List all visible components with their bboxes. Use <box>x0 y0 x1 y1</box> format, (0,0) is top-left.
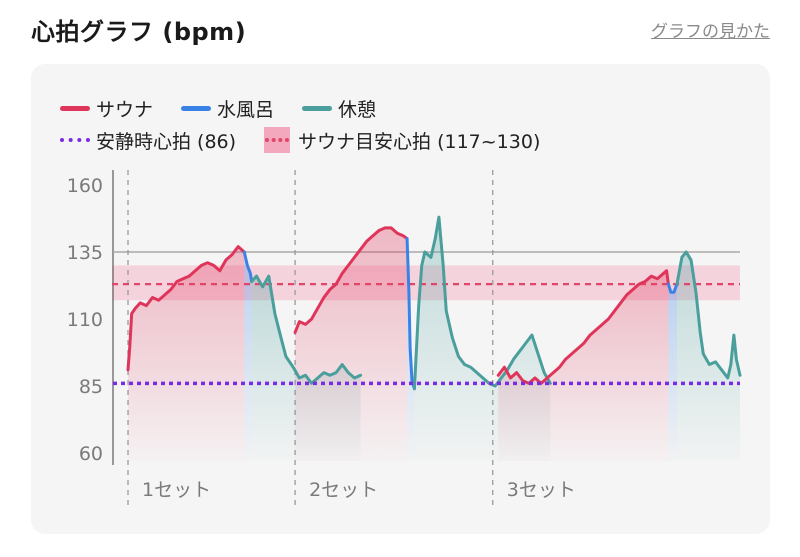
series-line <box>666 282 679 294</box>
resting-hr-swatch <box>60 138 90 142</box>
y-tick-label: 60 <box>79 443 103 465</box>
series-line <box>412 215 552 391</box>
y-tick-label: 135 <box>67 242 103 264</box>
legend-sauna: サウナ <box>60 95 153 122</box>
legend-cold-bath-label: 水風呂 <box>217 98 275 121</box>
cold-bath-swatch <box>181 105 212 111</box>
series-area <box>498 270 669 462</box>
series-line <box>675 250 742 380</box>
series-line <box>242 250 254 283</box>
set-label: 3セット <box>507 479 576 501</box>
set-label: 1セット <box>142 479 211 501</box>
legend-sauna-label: サウナ <box>96 98 154 121</box>
legend-rest: 休憩 <box>302 95 376 122</box>
legend-row-references: 安静時心拍 (86) サウナ目安心拍 (117~130) <box>60 124 760 156</box>
series-area <box>244 252 252 462</box>
legend-rest-label: 休憩 <box>338 98 377 121</box>
y-tick-label: 85 <box>79 376 103 398</box>
series-line <box>250 274 363 385</box>
series-line <box>126 245 246 372</box>
series-area <box>676 252 740 462</box>
legend-cold-bath: 水風呂 <box>181 95 274 122</box>
series-line <box>496 269 670 385</box>
legend-target-hr: サウナ目安心拍 (117~130) <box>264 127 540 154</box>
legend-resting-hr: 安静時心拍 (86) <box>60 127 236 154</box>
target-hr-swatch <box>264 127 291 153</box>
legend-resting-hr-label: 安静時心拍 (86) <box>96 130 237 153</box>
series-area <box>295 227 408 462</box>
series-line <box>293 226 409 334</box>
legend-target-hr-label: サウナ目安心拍 (117~130) <box>298 130 541 153</box>
y-tick-label: 110 <box>67 309 103 331</box>
sauna-swatch <box>60 105 90 111</box>
legend-row-phases: サウナ 水風呂 休憩 <box>60 92 760 124</box>
page-title: 心拍グラフ (bpm) <box>31 18 247 46</box>
y-tick-label: 160 <box>67 175 103 197</box>
rest-swatch <box>302 105 333 111</box>
chart-legend: サウナ 水風呂 休憩 安静時心拍 (86) サウナ目安心拍 (117~130) <box>60 92 760 156</box>
chart-help-link[interactable]: グラフの見かた <box>651 22 770 42</box>
series-area <box>668 284 677 462</box>
set-label: 2セット <box>309 479 378 501</box>
